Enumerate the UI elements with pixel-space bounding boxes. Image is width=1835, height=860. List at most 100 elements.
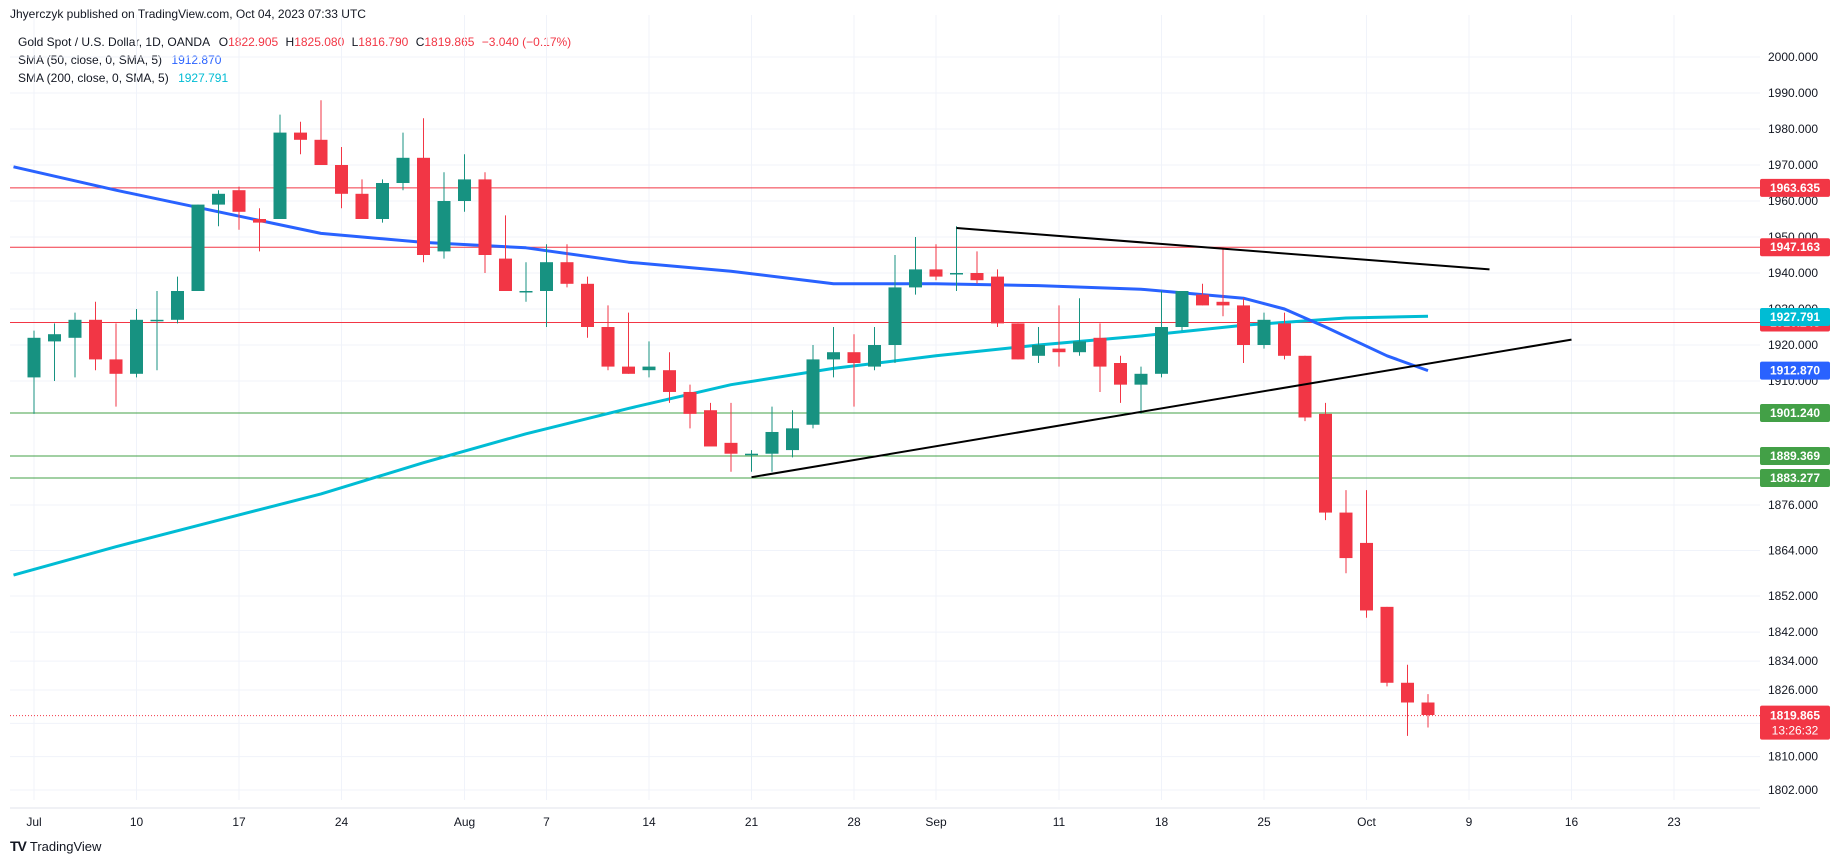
candle-body <box>458 179 471 201</box>
legend-low-value: 1816.790 <box>358 35 409 49</box>
candle-body <box>888 287 902 345</box>
candle-body <box>1421 702 1435 715</box>
price-tick-label: 1834.000 <box>1768 654 1818 668</box>
candle-body <box>581 283 594 327</box>
candle-body <box>417 157 430 255</box>
ma-tag-label: 1927.791 <box>1770 310 1820 324</box>
candle-body <box>150 319 164 322</box>
candle-body <box>540 262 553 291</box>
time-tick-label: 14 <box>642 815 656 829</box>
time-tick-label: 21 <box>745 815 759 829</box>
legend-symbol[interactable]: Gold Spot / U.S. Dollar, 1D, OANDA <box>18 35 210 49</box>
candle-body <box>232 190 246 212</box>
candle-body <box>724 442 738 454</box>
candle-body <box>868 345 881 367</box>
time-axis[interactable]: Jul 10 17 24 Aug 7 14 21 28 Sep 11 18 25 Oct 9 16 23 <box>10 807 1760 829</box>
level-tag-bg <box>1760 404 1830 422</box>
candle-body <box>1073 341 1086 353</box>
price-tick-label: 1826.000 <box>1768 683 1818 697</box>
candle-body <box>1052 348 1066 353</box>
candle-body <box>847 352 861 363</box>
ma-tag-bg <box>1760 361 1830 380</box>
sma200-line <box>13 314 1429 577</box>
price-axis-tags: 1963.6351947.1631926.2481901.2401889.369… <box>1760 178 1830 740</box>
legend-close-label: C <box>415 35 425 49</box>
level-tag-bg <box>1760 238 1830 257</box>
candle-body <box>478 179 492 255</box>
level-tag-bg <box>1760 447 1830 465</box>
legend-low-label: L <box>351 35 359 49</box>
level-tag-label: 1889.369 <box>1770 449 1820 463</box>
candle-body <box>48 334 61 342</box>
price-tick-label: 1842.000 <box>1768 625 1818 639</box>
candle-body <box>1278 323 1291 356</box>
candle-body <box>704 410 717 447</box>
price-tick-label: 1990.000 <box>1768 86 1818 100</box>
candle-body <box>130 319 143 374</box>
sma50-line <box>13 165 1429 373</box>
candle-body <box>765 431 779 454</box>
time-tick-label: Oct <box>1357 815 1376 829</box>
candles <box>27 100 1435 736</box>
candle-body <box>376 183 389 219</box>
lower-trendline <box>751 338 1572 479</box>
candle-body <box>1298 355 1312 418</box>
last-price-label: 1819.865 <box>1770 709 1820 723</box>
price-tick-label: 1876.000 <box>1768 498 1818 512</box>
tradingview-brand-label: TradingView <box>29 838 102 854</box>
candle-body <box>253 219 266 223</box>
candle-body <box>519 291 533 293</box>
legend-ohlc-row: Gold Spot / U.S. Dollar, 1D, OANDA O1822… <box>18 33 571 51</box>
level-tag-label: 1901.240 <box>1770 406 1820 420</box>
candle-body <box>601 327 615 367</box>
candle-body <box>335 165 348 194</box>
price-tick-label: 2000.000 <box>1768 50 1818 64</box>
legend-sma200-value: 1927.791 <box>178 71 229 85</box>
ma-tag-bg <box>1760 307 1830 326</box>
price-tick-label: 1920.000 <box>1768 338 1818 352</box>
candle-body <box>827 352 840 360</box>
candle-body <box>1380 606 1394 683</box>
candle-body <box>171 291 184 320</box>
legend-open-label: O <box>218 35 229 49</box>
candle-body <box>1360 542 1373 611</box>
level-tag-label: 1963.635 <box>1770 181 1820 195</box>
candle-body <box>1257 319 1271 345</box>
candle-body <box>663 370 676 392</box>
candle-body <box>1196 294 1209 306</box>
grid <box>10 15 1760 800</box>
candle-body <box>1032 345 1045 356</box>
tradingview-brand[interactable]: TV TradingView <box>10 838 101 854</box>
candle-body <box>499 258 512 291</box>
candle-body <box>745 453 758 456</box>
time-tick-label: Jul <box>26 815 41 829</box>
time-tick-label: 7 <box>543 815 550 829</box>
candle-body <box>1114 363 1127 385</box>
candle-body <box>27 337 41 378</box>
candle-body <box>909 269 922 288</box>
candle-body <box>273 132 287 219</box>
time-tick-label: Aug <box>454 815 475 829</box>
candle-body <box>1216 301 1230 306</box>
last-price-tag-bg <box>1760 705 1830 740</box>
candle-body <box>109 359 123 374</box>
legend-close-value: 1819.865 <box>424 35 475 49</box>
candle-body <box>1093 337 1107 367</box>
candle-body <box>1175 291 1189 327</box>
last-price-countdown: 13:26:32 <box>1772 724 1819 738</box>
candle-body <box>355 193 369 219</box>
time-tick-label: 25 <box>1257 815 1271 829</box>
time-tick-label: 28 <box>847 815 861 829</box>
time-tick-label: 23 <box>1667 815 1681 829</box>
legend-sma200-row[interactable]: SMA (200, close, 0, SMA, 5) 1927.791 <box>18 69 571 87</box>
candle-body <box>314 139 328 165</box>
level-tag-label: 1883.277 <box>1770 471 1820 485</box>
candle-body <box>294 132 307 140</box>
price-tick-label: 1810.000 <box>1768 750 1818 764</box>
legend-sma200-label: SMA (200, close, 0, SMA, 5) <box>18 71 169 85</box>
time-tick-label: 9 <box>1466 815 1473 829</box>
candle-body <box>1319 413 1332 513</box>
candle-body <box>806 359 820 425</box>
horizontal-levels <box>10 187 1760 717</box>
